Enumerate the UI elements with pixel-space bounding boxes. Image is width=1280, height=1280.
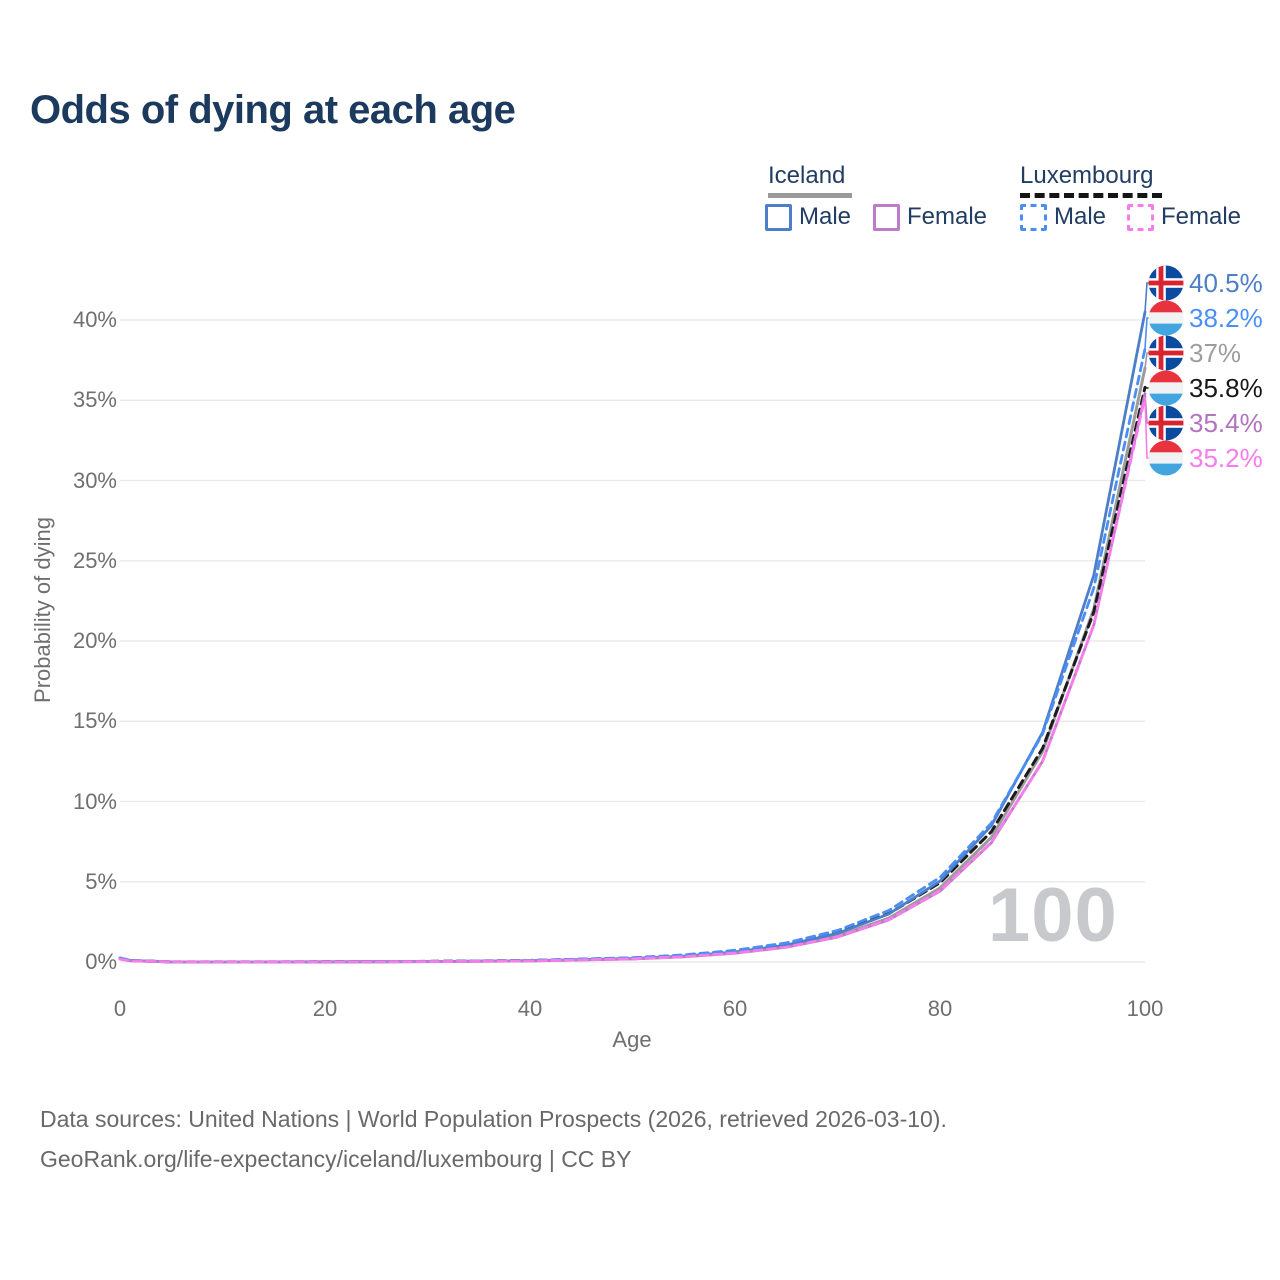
footer-link: GeoRank.org/life-expectancy/iceland/luxe… — [40, 1146, 632, 1172]
legend-item-iceland-male[interactable]: Male — [765, 203, 851, 231]
y-axis-title: Probability of dying — [30, 517, 55, 703]
iceland-flag-icon — [1148, 405, 1184, 441]
legend-item-luxembourg-female[interactable]: Female — [1127, 203, 1241, 231]
y-tick-label: 30% — [72, 467, 117, 493]
x-tick-label: 20 — [312, 996, 338, 1021]
legend-label: Male — [1054, 203, 1107, 230]
iceland-male-swatch-icon — [765, 203, 792, 231]
y-tick-label: 10% — [72, 788, 117, 814]
iceland-female-swatch-icon — [873, 203, 900, 231]
iceland-flag-icon — [1148, 335, 1184, 371]
end-label-value: 35.2% — [1189, 442, 1263, 473]
luxembourg-male-swatch-icon — [1020, 203, 1047, 231]
legend-iceland-underline — [768, 193, 852, 198]
end-label-iceland-male: 40.5% — [1148, 265, 1263, 301]
series-line-luxembourg-female[interactable] — [118, 395, 1147, 964]
plot-area — [118, 282, 1151, 964]
luxembourg-female-swatch-icon — [1127, 203, 1154, 231]
x-tick-label: 0 — [113, 996, 127, 1021]
end-label-value: 35.4% — [1189, 407, 1263, 438]
page-title: Odds of dying at each age — [30, 88, 516, 132]
x-tick-label: 80 — [927, 996, 953, 1021]
y-tick-label: 35% — [72, 387, 117, 413]
luxembourg-flag-icon — [1148, 300, 1184, 336]
iceland-flag-icon — [1148, 265, 1184, 301]
end-label-luxembourg-male: 38.2% — [1148, 300, 1263, 336]
legend-group-iceland-label[interactable]: Iceland — [768, 162, 846, 189]
y-tick-label: 15% — [72, 708, 117, 734]
y-tick-label: 5% — [85, 868, 117, 894]
end-label-value: 40.5% — [1189, 267, 1263, 298]
x-tick-label: 40 — [517, 996, 543, 1021]
y-tick-label: 25% — [72, 547, 117, 573]
legend-luxembourg-underline — [1020, 193, 1162, 198]
x-tick-label: 60 — [722, 996, 748, 1021]
end-label-iceland-female: 35.4% — [1148, 405, 1263, 441]
series-line-iceland-male[interactable] — [118, 310, 1147, 964]
end-label-value: 37% — [1189, 337, 1242, 368]
end-label-value: 38.2% — [1189, 302, 1263, 333]
luxembourg-flag-icon — [1148, 370, 1184, 406]
y-tick-label: 20% — [72, 628, 117, 653]
series-line-luxembourg-male[interactable] — [118, 347, 1147, 964]
legend-item-iceland-female[interactable]: Female — [873, 203, 987, 231]
luxembourg-flag-icon — [1148, 440, 1184, 476]
end-label-luxembourg-both: 35.8% — [1148, 370, 1263, 406]
legend-label: Female — [1161, 203, 1242, 230]
legend-label: Female — [907, 203, 988, 230]
end-label-value: 35.8% — [1189, 372, 1263, 403]
y-tick-label: 0% — [85, 949, 117, 974]
x-tick-label: 100 — [1126, 996, 1164, 1021]
age-watermark: 100 — [988, 873, 1118, 958]
end-label-iceland-both: 37% — [1148, 335, 1241, 371]
end-label-luxembourg-female: 35.2% — [1148, 440, 1263, 476]
legend-item-luxembourg-male[interactable]: Male — [1020, 203, 1106, 231]
y-tick-label: 40% — [72, 307, 117, 332]
x-axis-title: Age — [612, 1027, 652, 1052]
footer-sources: Data sources: United Nations | World Pop… — [40, 1106, 947, 1132]
legend-label: Male — [799, 203, 852, 230]
legend-group-luxembourg-label[interactable]: Luxembourg — [1020, 162, 1154, 189]
